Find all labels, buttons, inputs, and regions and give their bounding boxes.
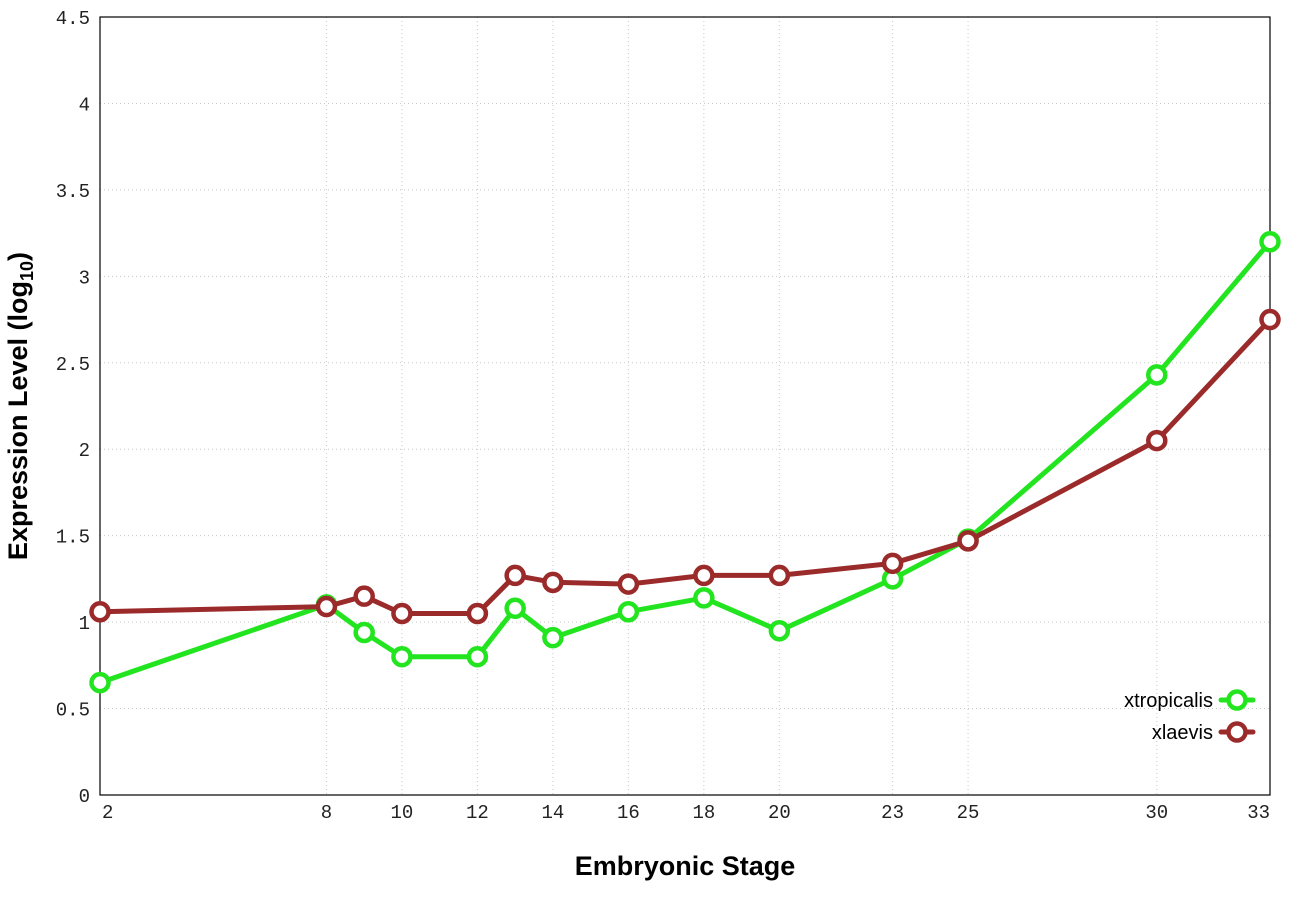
data-point-xtropicalis <box>353 621 375 644</box>
x-tick-label: 20 <box>768 802 791 824</box>
x-tick-label: 23 <box>881 802 904 824</box>
y-tick-label: 4.5 <box>56 8 90 30</box>
data-point-xtropicalis <box>466 645 489 668</box>
y-tick-label: 2 <box>79 440 90 462</box>
grid-lines <box>100 17 1270 795</box>
data-point-xtropicalis <box>693 587 715 609</box>
x-tick-label: 25 <box>957 802 980 824</box>
x-tick-label: 16 <box>617 802 640 824</box>
data-point-xlaevis <box>768 564 791 587</box>
data-point-xlaevis <box>315 595 338 618</box>
legend-label-xlaevis: xlaevis <box>1152 722 1213 744</box>
series-line-xtropicalis <box>97 239 1273 686</box>
series-layer <box>89 231 1281 694</box>
data-point-xlaevis <box>617 573 640 595</box>
x-tick-label: 2 <box>102 802 113 824</box>
y-tick-label: 1.5 <box>56 527 90 549</box>
legend-marker-xlaevis <box>1226 721 1248 743</box>
data-point-xlaevis <box>504 564 526 587</box>
data-point-xlaevis <box>89 600 111 623</box>
data-point-xlaevis <box>542 571 564 594</box>
y-axis-title: Expression Level (log10) <box>3 252 37 560</box>
data-point-xlaevis <box>353 585 375 607</box>
data-point-xlaevis <box>466 602 489 625</box>
data-point-xlaevis <box>391 602 413 625</box>
data-point-xtropicalis <box>542 626 564 649</box>
data-point-xtropicalis <box>89 671 111 694</box>
data-point-xlaevis <box>1259 308 1281 331</box>
data-point-xtropicalis <box>391 645 413 668</box>
data-point-xtropicalis <box>1146 364 1168 386</box>
x-tick-label: 33 <box>1247 802 1270 824</box>
data-point-xlaevis <box>881 552 904 575</box>
data-point-xtropicalis <box>504 597 526 620</box>
y-axis-title-subscript: 10 <box>17 261 37 281</box>
y-axis-title-main: Expression Level (log <box>3 281 33 560</box>
x-tick-label: 18 <box>692 802 715 824</box>
data-point-xtropicalis <box>1259 231 1281 253</box>
data-point-xlaevis <box>957 530 979 552</box>
y-tick-label: 4 <box>79 94 90 116</box>
x-tick-label: 10 <box>391 802 414 824</box>
y-tick-label: 0 <box>79 786 90 808</box>
y-tick-label: 3.5 <box>56 181 90 203</box>
data-point-xtropicalis <box>768 620 791 642</box>
data-point-xlaevis <box>1146 429 1168 452</box>
y-tick-label: 1 <box>79 613 90 635</box>
y-tick-label: 2.5 <box>56 354 90 376</box>
x-tick-label: 14 <box>541 802 564 824</box>
legend: xtropicalis xlaevis <box>1124 689 1256 744</box>
y-tick-label: 0.5 <box>56 700 90 722</box>
y-tick-labels: 0 0.5 1 1.5 2 2.5 3 3.5 4 4.5 <box>56 8 90 808</box>
data-point-xlaevis <box>693 564 715 587</box>
series-line-xlaevis <box>97 317 1273 616</box>
x-tick-label: 12 <box>466 802 489 824</box>
data-point-xtropicalis <box>617 600 640 623</box>
legend-marker-xtropicalis <box>1226 689 1248 711</box>
x-axis-title: Embryonic Stage <box>575 851 796 881</box>
x-tick-label: 30 <box>1145 802 1168 824</box>
x-tick-labels: 2 8 10 12 14 16 18 20 23 25 30 33 <box>102 802 1270 824</box>
y-axis-title-close: ) <box>3 252 33 261</box>
legend-label-xtropicalis: xtropicalis <box>1124 690 1213 712</box>
x-tick-label: 8 <box>321 802 332 824</box>
y-tick-label: 3 <box>79 267 90 289</box>
plot-frame <box>99 16 1271 796</box>
